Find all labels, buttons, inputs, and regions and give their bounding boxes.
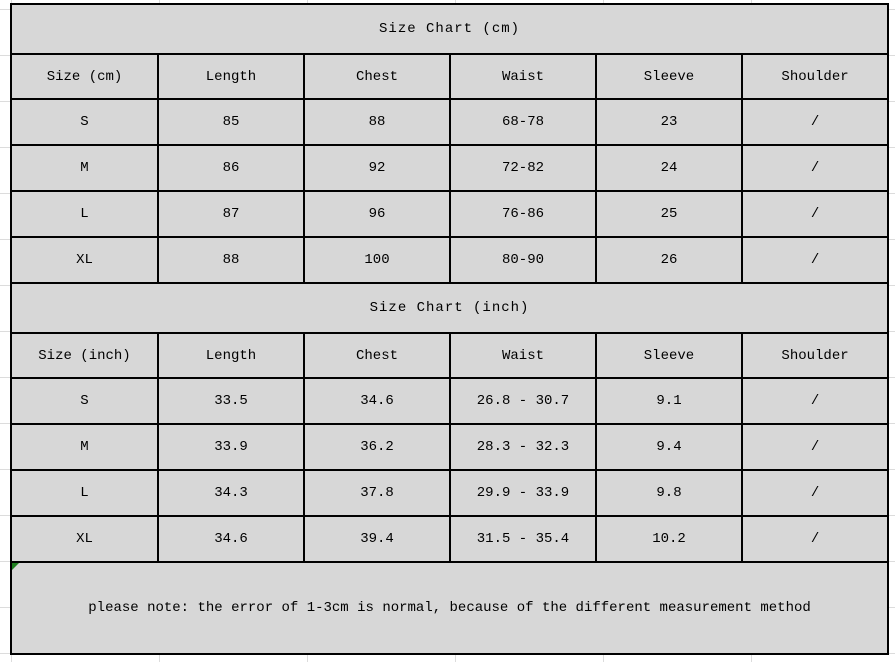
size-label: S [10, 377, 159, 425]
shoulder-value: / [740, 144, 890, 192]
sleeve-value: 9.4 [595, 423, 743, 471]
table-row: S 33.5 34.6 26.8 - 30.7 9.1 / [10, 377, 890, 425]
waist-value: 26.8 - 30.7 [449, 377, 597, 425]
size-label: M [10, 423, 159, 471]
shoulder-value: / [740, 190, 890, 238]
length-value: 33.5 [157, 377, 305, 425]
column-header-length: Length [157, 53, 305, 100]
chest-value: 39.4 [303, 515, 451, 563]
shoulder-value: / [740, 423, 890, 471]
shoulder-value: / [740, 515, 890, 563]
chest-value: 36.2 [303, 423, 451, 471]
table-row: S 85 88 68-78 23 / [10, 98, 890, 146]
column-header-size-cm: Size (cm) [10, 53, 159, 100]
table-row: Size (inch) Length Chest Waist Sleeve Sh… [10, 332, 890, 379]
waist-value: 80-90 [449, 236, 597, 284]
size-label: XL [10, 236, 159, 284]
column-header-length: Length [157, 332, 305, 379]
chest-value: 37.8 [303, 469, 451, 517]
table-row: please note: the error of 1-3cm is norma… [9, 561, 890, 655]
waist-value: 31.5 - 35.4 [449, 515, 597, 563]
length-value: 87 [157, 190, 305, 238]
cell-error-indicator-icon [13, 564, 19, 570]
shoulder-value: / [740, 377, 890, 425]
sleeve-value: 23 [595, 98, 743, 146]
sleeve-value: 10.2 [595, 515, 743, 563]
note-cell: please note: the error of 1-3cm is norma… [9, 561, 890, 655]
chest-value: 100 [303, 236, 451, 284]
table-row: Size Chart (cm) [9, 3, 890, 55]
column-header-chest: Chest [303, 332, 451, 379]
size-chart-cm-title: Size Chart (cm) [9, 3, 890, 55]
sleeve-value: 9.1 [595, 377, 743, 425]
table-row: Size Chart (inch) [9, 282, 890, 334]
size-chart-inch-title: Size Chart (inch) [9, 282, 890, 334]
sleeve-value: 24 [595, 144, 743, 192]
chest-value: 92 [303, 144, 451, 192]
table-row: XL 88 100 80-90 26 / [10, 236, 890, 284]
size-label: S [10, 98, 159, 146]
sleeve-value: 26 [595, 236, 743, 284]
column-header-shoulder: Shoulder [740, 53, 890, 100]
shoulder-value: / [740, 236, 890, 284]
waist-value: 68-78 [449, 98, 597, 146]
table-row: Size (cm) Length Chest Waist Sleeve Shou… [10, 53, 890, 100]
shoulder-value: / [740, 469, 890, 517]
length-value: 85 [157, 98, 305, 146]
table-row: L 87 96 76-86 25 / [10, 190, 890, 238]
waist-value: 76-86 [449, 190, 597, 238]
waist-value: 72-82 [449, 144, 597, 192]
waist-value: 29.9 - 33.9 [449, 469, 597, 517]
shoulder-value: / [740, 98, 890, 146]
column-header-waist: Waist [449, 332, 597, 379]
measurement-note-text: please note: the error of 1-3cm is norma… [88, 600, 811, 616]
column-header-waist: Waist [449, 53, 597, 100]
table-row: M 86 92 72-82 24 / [10, 144, 890, 192]
length-value: 86 [157, 144, 305, 192]
sleeve-value: 9.8 [595, 469, 743, 517]
column-header-shoulder: Shoulder [740, 332, 890, 379]
size-chart-table: Size Chart (cm) Size (cm) Length Chest W… [9, 3, 890, 655]
size-label: XL [10, 515, 159, 563]
length-value: 88 [157, 236, 305, 284]
waist-value: 28.3 - 32.3 [449, 423, 597, 471]
column-header-size-inch: Size (inch) [10, 332, 159, 379]
size-label: M [10, 144, 159, 192]
column-header-chest: Chest [303, 53, 451, 100]
length-value: 34.6 [157, 515, 305, 563]
table-row: L 34.3 37.8 29.9 - 33.9 9.8 / [10, 469, 890, 517]
length-value: 33.9 [157, 423, 305, 471]
size-label: L [10, 190, 159, 238]
table-row: M 33.9 36.2 28.3 - 32.3 9.4 / [10, 423, 890, 471]
length-value: 34.3 [157, 469, 305, 517]
sleeve-value: 25 [595, 190, 743, 238]
chest-value: 34.6 [303, 377, 451, 425]
chest-value: 88 [303, 98, 451, 146]
size-label: L [10, 469, 159, 517]
table-row: XL 34.6 39.4 31.5 - 35.4 10.2 / [10, 515, 890, 563]
column-header-sleeve: Sleeve [595, 53, 743, 100]
column-header-sleeve: Sleeve [595, 332, 743, 379]
chest-value: 96 [303, 190, 451, 238]
